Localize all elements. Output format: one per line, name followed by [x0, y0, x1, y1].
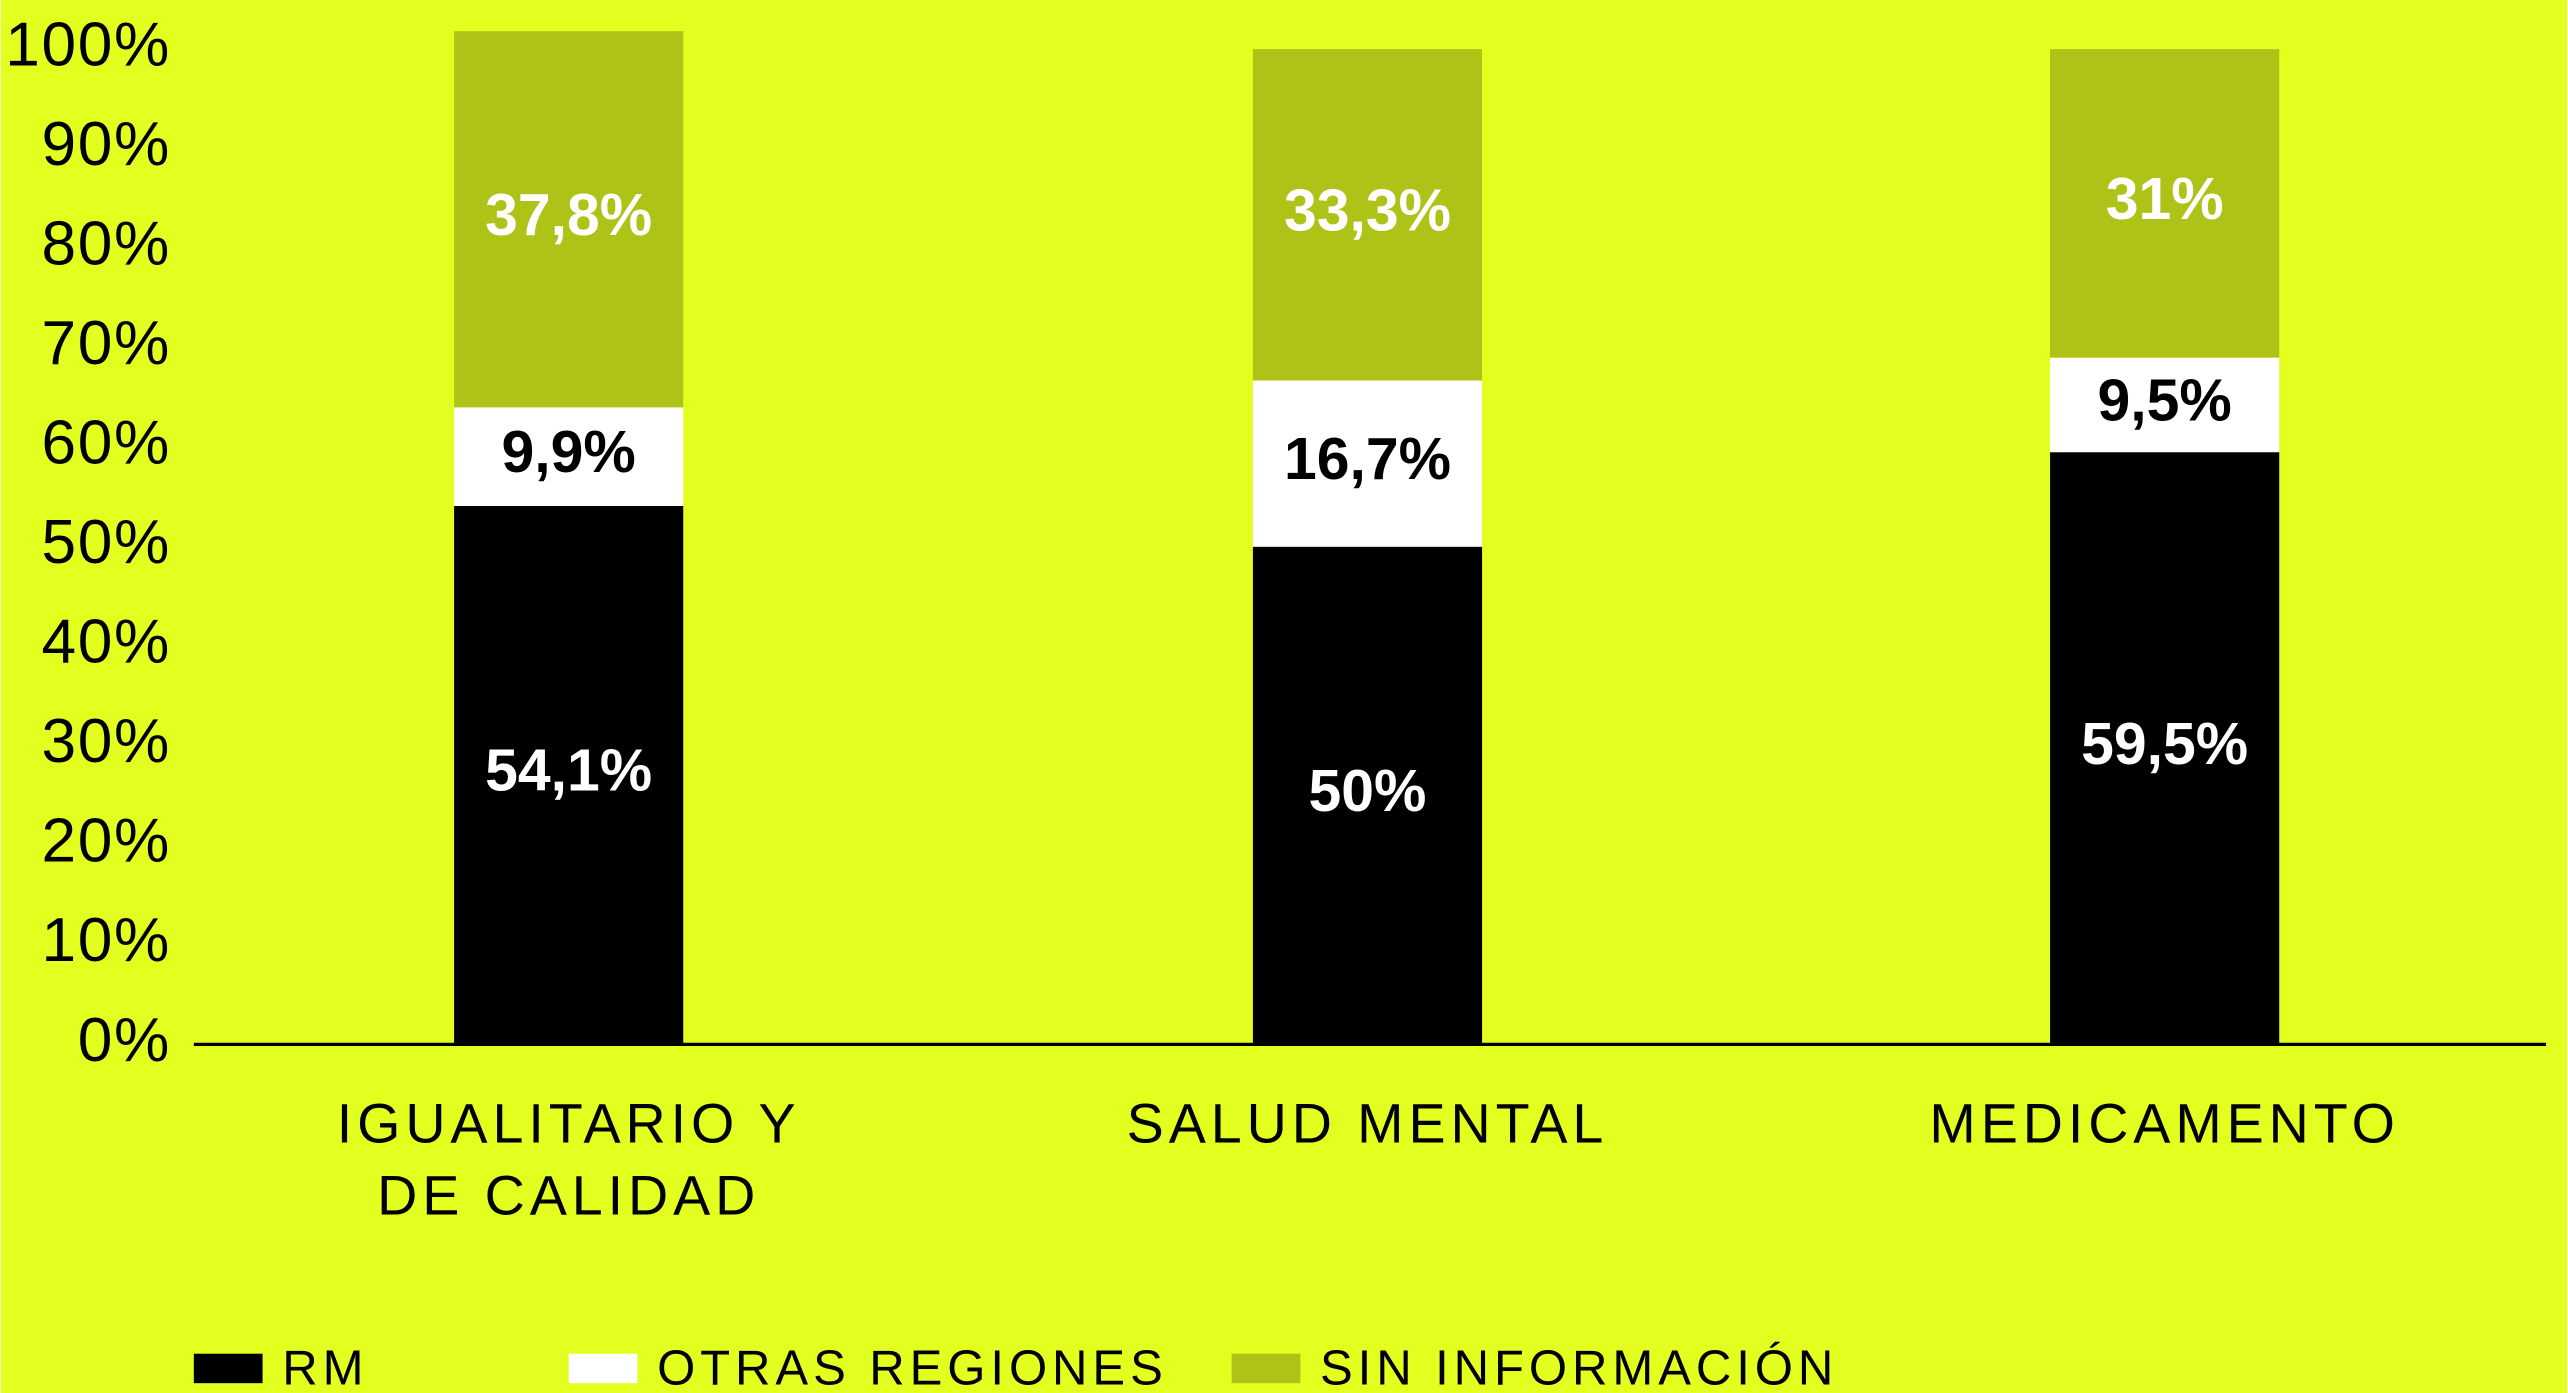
- legend-swatch: [1231, 1353, 1301, 1384]
- y-tick-label: 60%: [42, 409, 171, 478]
- bar-segment: [1252, 546, 1483, 1045]
- bar-segment: [2050, 49, 2280, 358]
- value-label: 16,7%: [1284, 427, 1451, 492]
- bar-segment: [2050, 452, 2280, 1045]
- y-tick-label: 30%: [42, 707, 171, 776]
- bar-segment: [454, 505, 684, 1045]
- x-tick-label: IGUALITARIO Y DE CALIDAD: [336, 1093, 801, 1228]
- value-label: 59,5%: [2081, 712, 2248, 777]
- bar-segment: [1252, 380, 1483, 547]
- value-label: 33,3%: [1284, 178, 1451, 243]
- bar-segment: [1252, 49, 1483, 381]
- x-label-box: SALUD MENTAL: [1126, 1093, 1609, 1156]
- y-tick-label: 80%: [42, 210, 171, 279]
- x-tick-label: SALUD MENTAL: [1126, 1093, 1609, 1156]
- y-tick-label: 50%: [42, 508, 171, 577]
- bar-segment: [2050, 357, 2280, 453]
- x-label-box: IGUALITARIO Y DE CALIDAD: [336, 1093, 801, 1228]
- y-tick-label: 10%: [42, 906, 171, 975]
- y-tick-label: 100%: [5, 11, 171, 80]
- value-label: 50%: [1309, 759, 1427, 824]
- y-tick-label: 70%: [42, 309, 171, 378]
- value-label: 54,1%: [485, 739, 652, 804]
- y-tick-label: 20%: [42, 807, 171, 876]
- legend-label: SIN INFORMACIÓN: [1320, 1341, 1838, 1393]
- legend-label: RM: [282, 1342, 368, 1393]
- value-label: 9,5%: [2098, 368, 2232, 433]
- y-tick-label: 90%: [42, 110, 171, 179]
- bar-segment: [454, 407, 684, 506]
- y-tick-label: 40%: [42, 608, 171, 677]
- legend-swatch: [568, 1353, 638, 1384]
- value-label: 9,9%: [502, 420, 636, 485]
- x-tick-label: MEDICAMENTO: [1929, 1093, 2400, 1156]
- bar-segment: [454, 31, 684, 408]
- legend-swatch: [193, 1353, 263, 1384]
- x-label-box: MEDICAMENTO: [1929, 1093, 2400, 1156]
- legend-label: OTRAS REGIONES: [657, 1342, 1168, 1393]
- value-label: 31%: [2106, 167, 2224, 232]
- value-label: 37,8%: [485, 183, 652, 248]
- y-tick-label: 0%: [78, 1006, 171, 1075]
